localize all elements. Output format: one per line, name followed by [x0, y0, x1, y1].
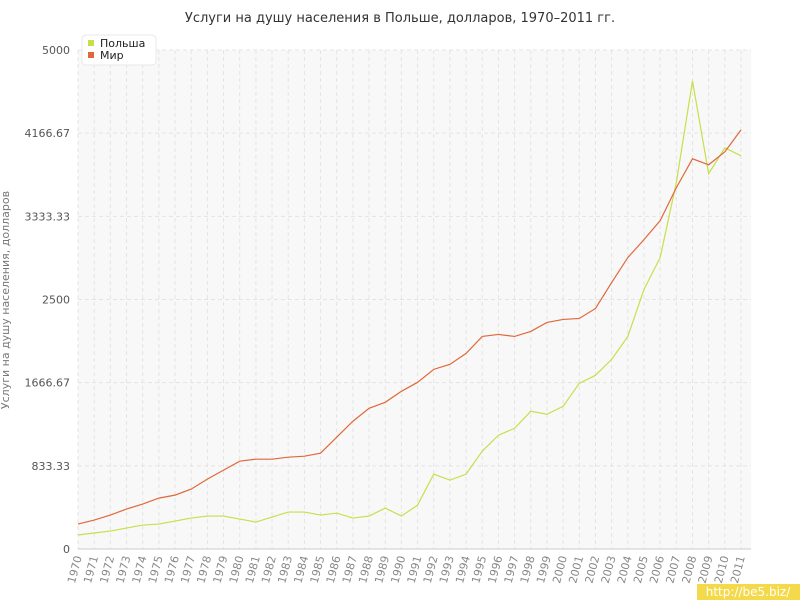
watermark-bg [697, 584, 800, 600]
y-tick-label: 2500 [42, 294, 70, 307]
y-tick-label: 1666.67 [25, 377, 71, 390]
legend-label: Польша [100, 37, 145, 50]
legend-item[interactable]: Польша [88, 37, 145, 50]
legend-swatch [88, 52, 94, 58]
legend-swatch [88, 40, 94, 46]
series-line [77, 80, 742, 536]
y-axis-label: Услуги на душу населения, долларов [0, 191, 12, 409]
series-line [77, 129, 742, 525]
watermark: http://be5.biz/ [706, 585, 791, 599]
legend-label: Мир [100, 49, 124, 62]
y-tick-label: 3333.33 [25, 210, 71, 223]
y-tick-label: 833.33 [32, 460, 71, 473]
y-tick-label: 5000 [42, 44, 70, 57]
legend-box [81, 34, 157, 66]
chart-title: Услуги на душу населения в Польше, долла… [185, 11, 615, 26]
legend-item[interactable]: Мир [88, 49, 124, 62]
y-tick-label: 4166.67 [25, 127, 71, 140]
y-tick-label: 0 [63, 543, 70, 556]
